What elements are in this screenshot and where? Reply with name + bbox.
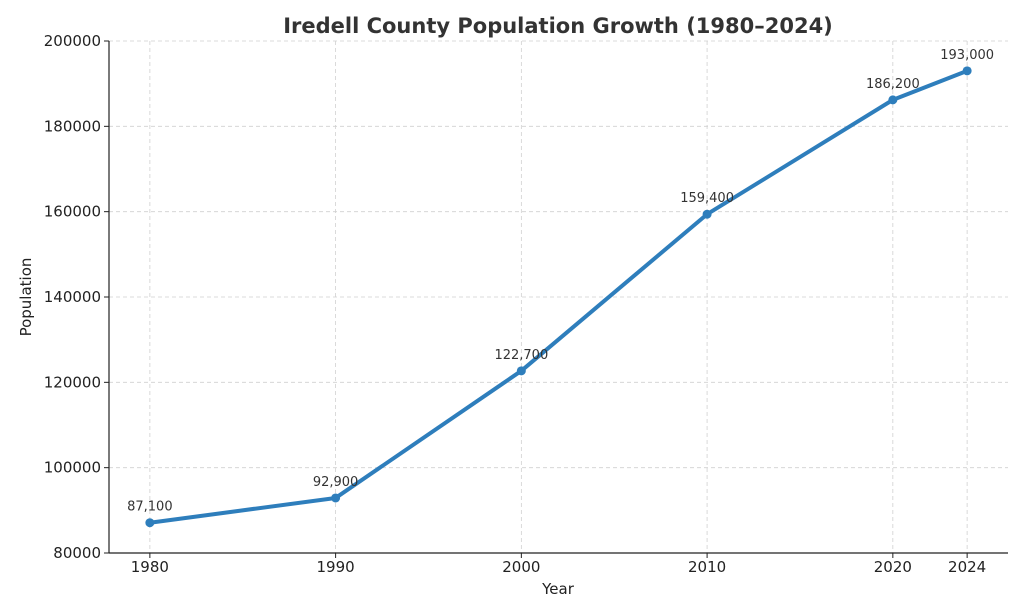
data-label: 186,200 [866, 77, 920, 92]
x-tick-label: 1990 [317, 558, 355, 576]
x-tick-label: 2020 [874, 558, 912, 576]
y-tick-label: 160000 [44, 203, 101, 221]
data-point [145, 518, 155, 528]
data-labels: 87,100 92,900 122,700 159,400 186,200 193,000 [127, 48, 994, 515]
y-tick-label: 80000 [53, 544, 101, 562]
x-tick-label: 2000 [502, 558, 540, 576]
data-point [331, 493, 341, 503]
data-label: 122,700 [494, 348, 548, 363]
data-points [145, 66, 972, 528]
data-point [962, 66, 972, 76]
data-point [888, 95, 898, 105]
y-tick-label: 120000 [44, 373, 101, 391]
data-label: 87,100 [127, 500, 173, 515]
y-tick-label: 180000 [44, 117, 101, 135]
grid [109, 40, 1008, 554]
x-tick-label: 2024 [948, 558, 986, 576]
y-ticks: 80000 100000 120000 140000 160000 180000 20000… [44, 32, 109, 562]
x-tick-label: 2010 [688, 558, 726, 576]
y-axis-label: Population [17, 258, 35, 337]
data-label: 159,400 [680, 191, 734, 206]
data-point [516, 366, 526, 376]
x-tick-label: 1980 [131, 558, 169, 576]
data-label: 193,000 [940, 48, 994, 63]
data-label: 92,900 [313, 475, 359, 490]
data-point [702, 209, 712, 219]
y-tick-label: 200000 [44, 32, 101, 50]
series-line [147, 68, 970, 525]
y-tick-label: 140000 [44, 288, 101, 306]
x-axis-label: Year [541, 580, 575, 598]
y-tick-label: 100000 [44, 459, 101, 477]
x-ticks: 1980 1990 2000 2010 2020 2024 [131, 553, 986, 576]
chart-title: Iredell County Population Growth (1980–2… [283, 14, 833, 38]
